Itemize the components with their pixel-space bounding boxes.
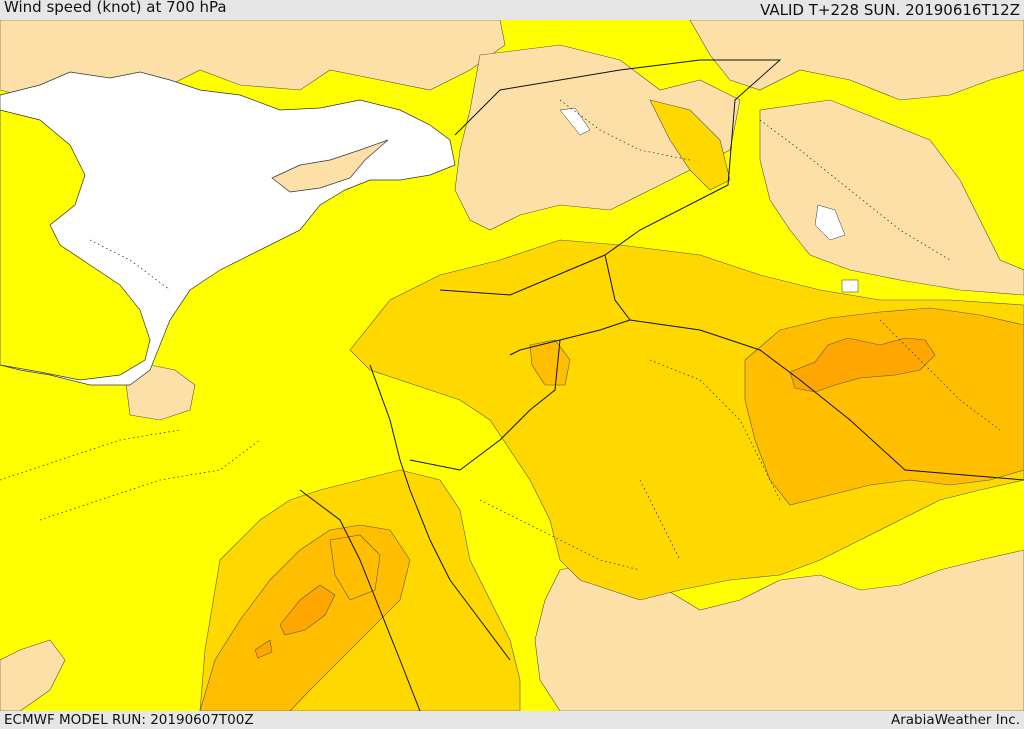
lake-b <box>814 204 846 241</box>
map-title: Wind speed (knot) at 700 hPa <box>4 0 227 16</box>
strongest-wind-areas <box>254 337 936 659</box>
header-bar: Wind speed (knot) at 700 hPa VALID T+228… <box>0 0 1024 20</box>
coastal-wind-band <box>0 109 151 381</box>
footer-bar: ECMWF MODEL RUN: 20190607T00Z ArabiaWeat… <box>0 711 1024 729</box>
wind-speed-map <box>0 20 1024 711</box>
lake-c <box>841 279 859 293</box>
map-canvas <box>0 20 1024 711</box>
lake-a <box>559 107 591 136</box>
province-boundaries <box>0 99 1001 571</box>
model-run: ECMWF MODEL RUN: 20190607T00Z <box>4 712 254 728</box>
country-borders <box>299 59 1024 711</box>
credit: ArabiaWeather Inc. <box>890 712 1020 728</box>
cyprus-island <box>271 139 389 193</box>
valid-time: VALID T+228 SUN. 20190616T12Z <box>760 1 1020 19</box>
